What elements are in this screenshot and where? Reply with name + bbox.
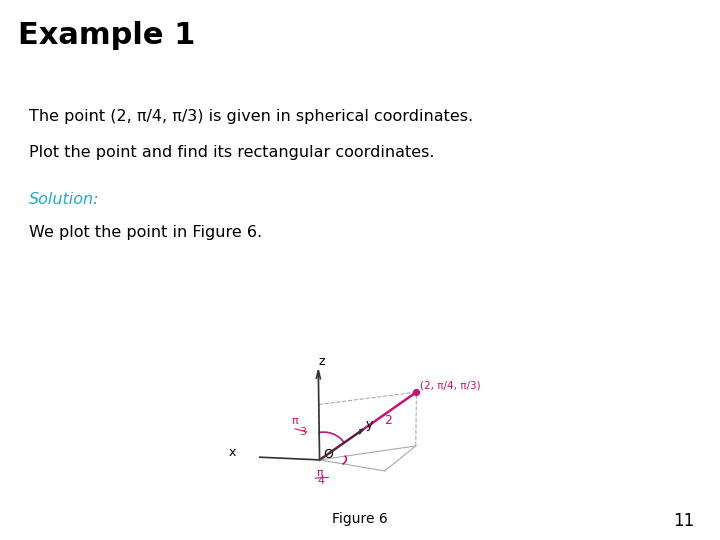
Text: 11: 11: [673, 512, 695, 530]
Text: Solution:: Solution:: [29, 192, 99, 207]
Text: Plot the point and find its rectangular coordinates.: Plot the point and find its rectangular …: [29, 145, 434, 160]
Text: Example 1: Example 1: [18, 21, 195, 50]
Text: We plot the point in Figure 6.: We plot the point in Figure 6.: [29, 225, 262, 240]
Text: Figure 6: Figure 6: [332, 512, 388, 526]
Text: The point (2, π/4, π/3) is given in spherical coordinates.: The point (2, π/4, π/3) is given in sphe…: [29, 109, 473, 124]
